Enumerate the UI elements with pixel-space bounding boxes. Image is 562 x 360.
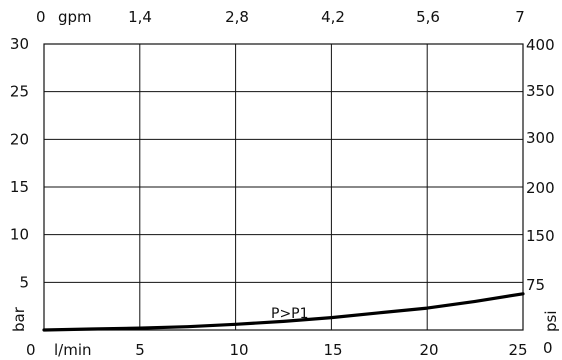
x2-tick-label: 5,6	[416, 8, 440, 26]
series-annotation-p-gt-p1: P>P1	[271, 306, 309, 322]
y2-tick-label: 200	[526, 179, 555, 197]
grid-lines	[44, 44, 523, 330]
y2-tick-label: 300	[526, 129, 555, 147]
y-tick-label: 15	[10, 178, 29, 196]
x-tick-label: 25	[508, 341, 527, 359]
y2-tick-label: 150	[526, 227, 555, 245]
y-tick-label: 30	[10, 35, 29, 53]
x-tick-label: 20	[419, 341, 438, 359]
y-tick-label: 5	[19, 273, 29, 291]
right-axis-unit-psi: psi	[542, 310, 560, 332]
x-tick-label: 15	[323, 341, 342, 359]
x2-tick-label: 0	[36, 8, 46, 26]
x2-tick-label: 2,8	[225, 8, 249, 26]
y2-tick-label: 400	[526, 36, 555, 54]
x2-tick-label: 4,2	[321, 8, 345, 26]
y-tick-label: 10	[10, 226, 29, 244]
x-tick-label: 10	[229, 341, 248, 359]
x2-tick-label: 1,4	[128, 8, 152, 26]
tick-labels: 0 5 10 15 20 25 0 1,4 2,8 4,2 5,6 7 30 25 20 15 10 5 400 35…	[10, 8, 555, 359]
y-tick-label: 25	[10, 83, 29, 101]
top-axis-unit-gpm: gpm	[58, 8, 92, 26]
x-tick-label: 5	[135, 341, 145, 359]
plot-frame	[43, 43, 524, 331]
x-tick-label: 0	[26, 341, 36, 359]
y2-tick-label: 75	[526, 276, 545, 294]
y2-tick-label: 350	[526, 82, 555, 100]
y2-tick-label: 0	[543, 339, 553, 357]
bottom-axis-unit-lmin: l/min	[54, 341, 92, 359]
y-tick-label: 20	[10, 130, 29, 148]
series-line-p-gt-p1	[42, 292, 525, 332]
x2-tick-label: 7	[515, 8, 525, 26]
left-axis-unit-bar: bar	[10, 306, 28, 332]
